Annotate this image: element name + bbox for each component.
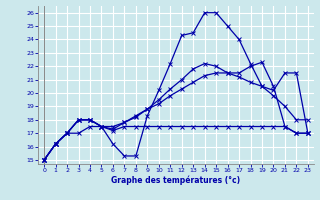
X-axis label: Graphe des températures (°c): Graphe des températures (°c) [111, 176, 241, 185]
